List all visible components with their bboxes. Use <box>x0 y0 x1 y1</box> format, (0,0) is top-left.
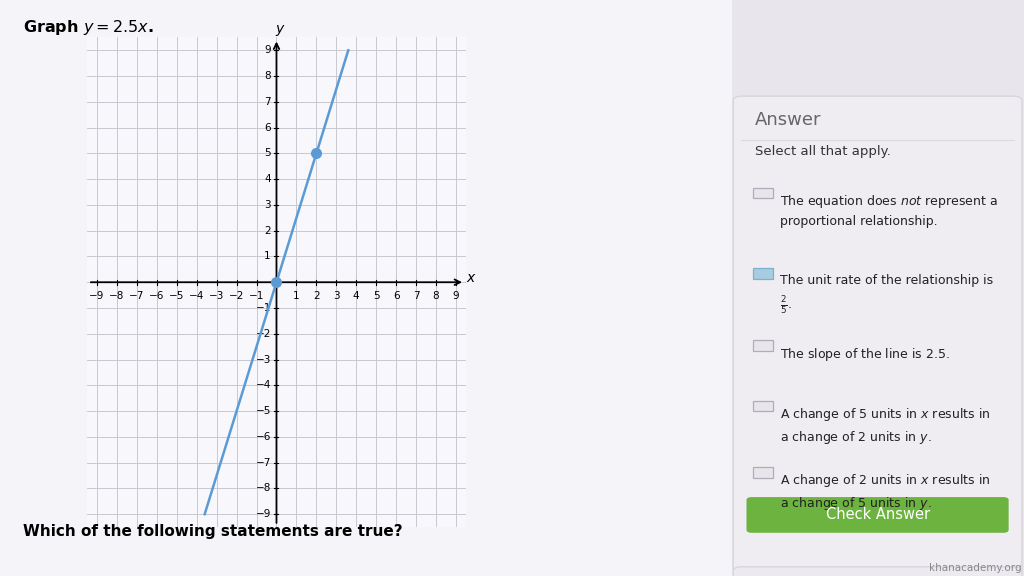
Text: 4: 4 <box>264 174 271 184</box>
Text: −2: −2 <box>229 291 245 301</box>
Text: A change of $2$ units in $x$ results in
a change of $5$ units in $y$.: A change of $2$ units in $x$ results in … <box>780 472 990 512</box>
Text: $y$: $y$ <box>274 23 286 38</box>
Text: 4: 4 <box>353 291 359 301</box>
Text: −7: −7 <box>256 457 271 468</box>
Text: Which of the following statements are true?: Which of the following statements are tr… <box>23 524 402 539</box>
Text: 7: 7 <box>413 291 420 301</box>
Text: The unit rate of the relationship is
$\frac{2}{5}$.: The unit rate of the relationship is $\f… <box>780 274 993 316</box>
Text: 1: 1 <box>264 252 271 262</box>
Text: 8: 8 <box>264 71 271 81</box>
Text: 6: 6 <box>264 123 271 132</box>
Text: 8: 8 <box>433 291 439 301</box>
Text: −8: −8 <box>256 483 271 494</box>
Text: khanacademy.org: khanacademy.org <box>930 563 1022 573</box>
Text: 9: 9 <box>453 291 459 301</box>
Text: −1: −1 <box>249 291 264 301</box>
Text: 9: 9 <box>264 46 271 55</box>
Text: −5: −5 <box>169 291 184 301</box>
Text: Select all that apply.: Select all that apply. <box>755 145 891 158</box>
Text: $x$: $x$ <box>466 271 476 285</box>
Text: −8: −8 <box>110 291 125 301</box>
Text: −4: −4 <box>189 291 205 301</box>
Text: Graph $y = 2.5x$.: Graph $y = 2.5x$. <box>23 18 154 37</box>
Text: −3: −3 <box>209 291 224 301</box>
Text: 3: 3 <box>333 291 340 301</box>
Text: −7: −7 <box>129 291 144 301</box>
Text: 2: 2 <box>313 291 319 301</box>
Text: 3: 3 <box>264 200 271 210</box>
Text: −2: −2 <box>256 329 271 339</box>
Text: −6: −6 <box>150 291 165 301</box>
Text: 1: 1 <box>293 291 300 301</box>
Text: Check Answer: Check Answer <box>825 507 930 522</box>
Text: −4: −4 <box>256 380 271 391</box>
Text: 6: 6 <box>393 291 399 301</box>
Text: −6: −6 <box>256 432 271 442</box>
Text: 2: 2 <box>264 226 271 236</box>
Text: −5: −5 <box>256 406 271 416</box>
Text: −9: −9 <box>256 509 271 519</box>
Text: −9: −9 <box>89 291 104 301</box>
Text: The slope of the line is $2.5$.: The slope of the line is $2.5$. <box>780 346 950 363</box>
Text: Answer: Answer <box>755 111 821 129</box>
Text: 5: 5 <box>373 291 380 301</box>
Text: −3: −3 <box>256 355 271 365</box>
Text: A change of $5$ units in $x$ results in
a change of $2$ units in $y$.: A change of $5$ units in $x$ results in … <box>780 406 990 446</box>
Text: 7: 7 <box>264 97 271 107</box>
Text: The equation does $\mathit{not}$ represent a
proportional relationship.: The equation does $\mathit{not}$ represe… <box>780 193 998 228</box>
Text: 5: 5 <box>264 149 271 158</box>
Text: −1: −1 <box>256 303 271 313</box>
